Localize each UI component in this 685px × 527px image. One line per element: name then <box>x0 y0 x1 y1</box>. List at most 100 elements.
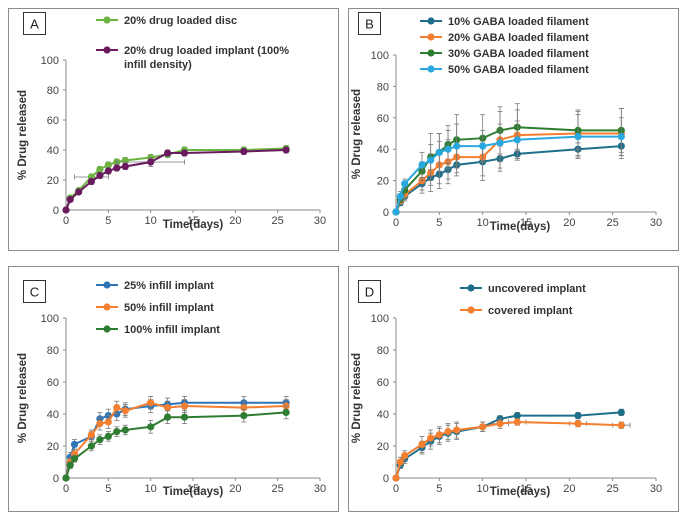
panel-frame <box>348 266 679 512</box>
y-tick-label: 100 <box>41 55 59 67</box>
data-point <box>496 139 504 147</box>
legend-label: 30% GABA loaded filament <box>448 48 589 60</box>
x-tick-label: 30 <box>650 217 662 229</box>
y-tick-label: 40 <box>47 409 59 421</box>
x-tick-label: 10 <box>477 483 489 495</box>
data-point <box>164 413 172 421</box>
y-axis-title: % Drug released <box>351 89 363 179</box>
x-tick-label: 20 <box>563 217 575 229</box>
panel-d: D 0 20 40 60 80 100 0 5 10 15 20 25 30 % Drug released… <box>348 266 679 512</box>
data-point <box>435 431 443 439</box>
legend-marker <box>103 325 111 333</box>
data-point <box>62 474 70 482</box>
x-tick-label: 5 <box>436 483 442 495</box>
data-point <box>574 420 582 428</box>
data-point <box>66 461 74 469</box>
x-axis-title: Time(days) <box>490 221 551 233</box>
x-tick-label: 20 <box>229 215 241 227</box>
data-point <box>418 440 426 448</box>
x-tick-label: 25 <box>607 217 619 229</box>
data-point <box>513 418 521 426</box>
data-point <box>164 149 172 157</box>
legend-marker <box>467 306 475 314</box>
x-tick-label: 20 <box>229 483 241 495</box>
x-tick-label: 10 <box>145 215 157 227</box>
data-point <box>435 148 443 156</box>
data-point <box>427 434 435 442</box>
data-point <box>147 158 155 166</box>
legend-label-line: 10% GABA loaded filament <box>448 16 589 28</box>
data-point <box>113 404 121 412</box>
data-point <box>164 404 172 412</box>
data-point <box>180 149 189 157</box>
legend-marker <box>427 65 435 73</box>
data-point <box>282 146 290 154</box>
legend-label-line: infill density) <box>124 59 192 71</box>
x-tick-label: 25 <box>272 215 284 227</box>
y-tick-label: 60 <box>47 377 59 389</box>
series-2 <box>62 146 290 214</box>
legend-label-line: uncovered implant <box>488 283 586 295</box>
data-point <box>496 420 504 428</box>
x-tick-label: 25 <box>272 483 284 495</box>
legend-label-line: 20% drug loaded implant (100% <box>124 45 289 57</box>
y-tick-label: 20 <box>377 441 389 453</box>
y-tick-label: 0 <box>383 473 389 485</box>
data-point <box>113 428 121 436</box>
data-point <box>396 458 404 466</box>
data-point <box>96 165 104 174</box>
y-tick-label: 100 <box>41 313 59 325</box>
data-point <box>113 164 121 172</box>
data-point <box>282 408 290 416</box>
series-2 <box>392 418 631 482</box>
data-point <box>104 161 112 169</box>
x-tick-label: 30 <box>314 215 326 227</box>
legend-marker <box>103 303 111 311</box>
data-point <box>104 167 112 175</box>
legend-marker <box>103 16 111 24</box>
data-point <box>180 413 189 421</box>
y-tick-label: 0 <box>53 473 59 485</box>
y-axis-title: % Drug released <box>351 353 363 443</box>
x-tick-label: 30 <box>314 483 326 495</box>
data-point <box>75 188 83 196</box>
x-axis-title: Time(days) <box>163 486 224 498</box>
x-tick-label: 15 <box>520 483 532 495</box>
x-tick-label: 5 <box>105 215 111 227</box>
data-point <box>66 195 74 204</box>
y-tick-label: 80 <box>47 345 59 357</box>
y-tick-label: 60 <box>377 377 389 389</box>
y-tick-label: 60 <box>47 115 59 127</box>
legend-label: 20% drug loaded implant (100% infill dens… <box>124 45 289 71</box>
panel-letter-box <box>23 280 46 303</box>
data-point <box>574 412 582 420</box>
legend-label-line: 30% GABA loaded filament <box>448 48 589 60</box>
data-point <box>240 412 248 420</box>
y-tick-label: 60 <box>377 113 389 125</box>
data-point <box>240 147 248 156</box>
x-tick-label: 15 <box>187 483 199 495</box>
data-point <box>453 142 461 150</box>
legend-marker <box>103 46 111 54</box>
y-tick-label: 20 <box>377 176 389 188</box>
legend-marker <box>103 281 111 289</box>
y-tick-label: 80 <box>377 81 389 93</box>
x-tick-label: 0 <box>393 217 399 229</box>
data-point <box>444 145 452 153</box>
legend-label: 25% infill implant <box>124 280 214 292</box>
legend-label-line: 50% GABA loaded filament <box>448 64 589 76</box>
legend-label: 20% drug loaded disc <box>124 15 237 27</box>
x-tick-label: 15 <box>187 215 199 227</box>
series-1 <box>62 144 290 214</box>
legend-marker <box>427 17 435 25</box>
data-point <box>147 423 155 431</box>
x-tick-label: 25 <box>607 483 619 495</box>
data-point <box>96 436 104 444</box>
x-axis-title: Time(days) <box>163 219 224 231</box>
legend-label: 100% infill implant <box>124 324 220 336</box>
data-point <box>121 407 129 415</box>
panel-letter: C <box>30 285 39 300</box>
x-tick-label: 5 <box>436 217 442 229</box>
x-tick-label: 0 <box>63 215 69 227</box>
